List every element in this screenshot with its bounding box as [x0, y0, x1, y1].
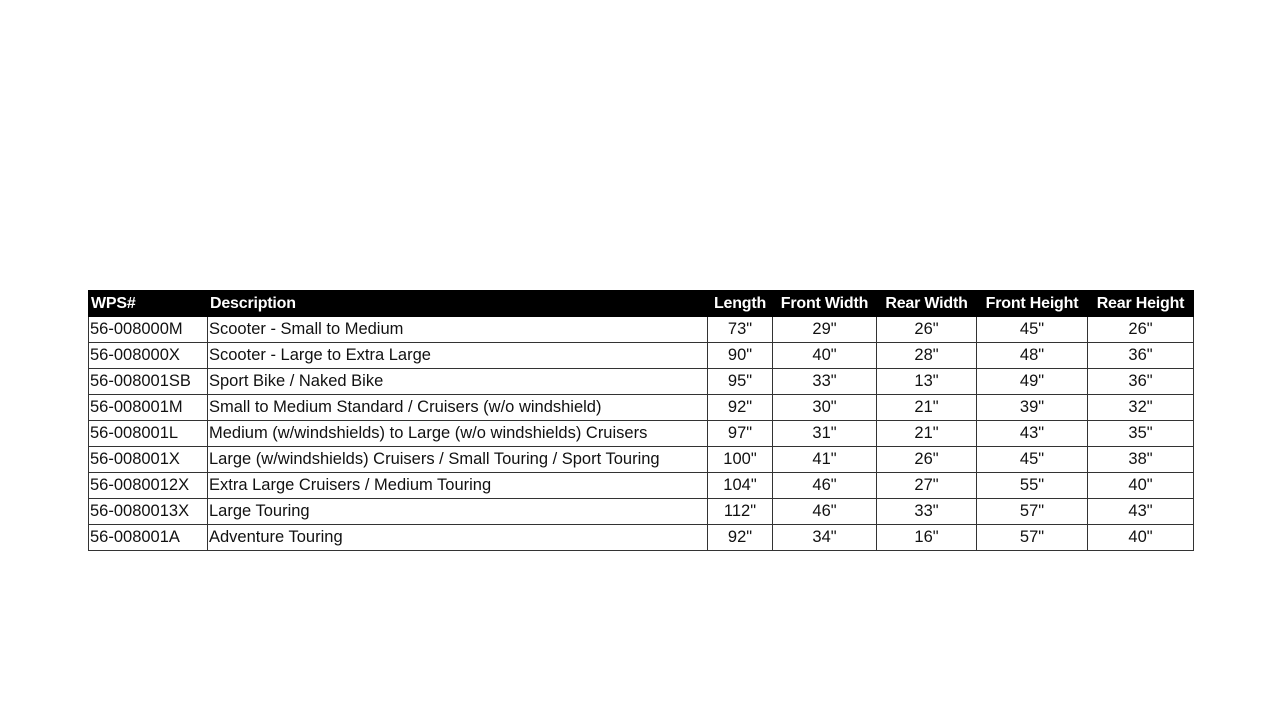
table-row: 56-008000M Scooter - Small to Medium 73" 29…	[88, 316, 1194, 343]
rear-height-cell: 36"	[1087, 342, 1194, 369]
header-rear-width: Rear Width	[876, 290, 977, 317]
wps-cell: 56-008001L	[88, 420, 208, 447]
front-height-cell: 57"	[976, 498, 1088, 525]
rear-width-cell: 27"	[876, 472, 977, 499]
header-front-width: Front Width	[772, 290, 877, 317]
table-row: 56-008001A Adventure Touring 92" 34" 16" 57" 4…	[88, 524, 1194, 551]
front-height-cell: 45"	[976, 446, 1088, 473]
table-row: 56-008000X Scooter - Large to Extra Large…	[88, 342, 1194, 369]
front-width-cell: 29"	[772, 316, 877, 343]
table-row: 56-008001X Large (w/windshields) Cruisers…	[88, 446, 1194, 473]
wps-cell: 56-008000X	[88, 342, 208, 369]
front-width-cell: 33"	[772, 368, 877, 395]
table-row: 56-008001M Small to Medium Standard / Cru…	[88, 394, 1194, 421]
length-cell: 104"	[707, 472, 773, 499]
wps-cell: 56-008001A	[88, 524, 208, 551]
table-row: 56-0080013X Large Touring 112" 46" 33" 57" 43"	[88, 498, 1194, 525]
length-cell: 97"	[707, 420, 773, 447]
front-width-cell: 41"	[772, 446, 877, 473]
header-wps: WPS#	[88, 290, 208, 317]
rear-width-cell: 28"	[876, 342, 977, 369]
front-width-cell: 46"	[772, 498, 877, 525]
length-cell: 92"	[707, 524, 773, 551]
table-row: 56-008001SB Sport Bike / Naked Bike 95" 33"…	[88, 368, 1194, 395]
front-width-cell: 46"	[772, 472, 877, 499]
rear-height-cell: 38"	[1087, 446, 1194, 473]
length-cell: 92"	[707, 394, 773, 421]
rear-width-cell: 26"	[876, 446, 977, 473]
description-cell: Large Touring	[207, 498, 708, 525]
header-row: WPS# Description Length Front Width Rear…	[88, 290, 1194, 317]
wps-cell: 56-008001SB	[88, 368, 208, 395]
length-cell: 95"	[707, 368, 773, 395]
front-width-cell: 31"	[772, 420, 877, 447]
header-rear-height: Rear Height	[1087, 290, 1194, 317]
rear-height-cell: 35"	[1087, 420, 1194, 447]
rear-height-cell: 43"	[1087, 498, 1194, 525]
rear-height-cell: 36"	[1087, 368, 1194, 395]
rear-width-cell: 33"	[876, 498, 977, 525]
rear-width-cell: 21"	[876, 420, 977, 447]
front-width-cell: 34"	[772, 524, 877, 551]
front-height-cell: 45"	[976, 316, 1088, 343]
front-height-cell: 48"	[976, 342, 1088, 369]
description-cell: Sport Bike / Naked Bike	[207, 368, 708, 395]
wps-cell: 56-008001M	[88, 394, 208, 421]
description-cell: Small to Medium Standard / Cruisers (w/o…	[207, 394, 708, 421]
rear-width-cell: 16"	[876, 524, 977, 551]
wps-cell: 56-0080013X	[88, 498, 208, 525]
rear-width-cell: 26"	[876, 316, 977, 343]
description-cell: Adventure Touring	[207, 524, 708, 551]
front-height-cell: 43"	[976, 420, 1088, 447]
length-cell: 73"	[707, 316, 773, 343]
rear-height-cell: 26"	[1087, 316, 1194, 343]
front-height-cell: 57"	[976, 524, 1088, 551]
front-height-cell: 39"	[976, 394, 1088, 421]
header-length: Length	[707, 290, 773, 317]
description-cell: Extra Large Cruisers / Medium Touring	[207, 472, 708, 499]
length-cell: 112"	[707, 498, 773, 525]
rear-width-cell: 21"	[876, 394, 977, 421]
front-height-cell: 55"	[976, 472, 1088, 499]
rear-height-cell: 40"	[1087, 472, 1194, 499]
front-width-cell: 30"	[772, 394, 877, 421]
description-cell: Large (w/windshields) Cruisers / Small T…	[207, 446, 708, 473]
rear-height-cell: 32"	[1087, 394, 1194, 421]
wps-cell: 56-0080012X	[88, 472, 208, 499]
front-height-cell: 49"	[976, 368, 1088, 395]
wps-cell: 56-008000M	[88, 316, 208, 343]
header-description: Description	[207, 290, 708, 317]
cover-size-table: WPS# Description Length Front Width Rear…	[88, 290, 1194, 551]
wps-cell: 56-008001X	[88, 446, 208, 473]
rear-width-cell: 13"	[876, 368, 977, 395]
table-row: 56-0080012X Extra Large Cruisers / Medium…	[88, 472, 1194, 499]
table-body: 56-008000M Scooter - Small to Medium 73" 29…	[88, 316, 1194, 551]
table-row: 56-008001L Medium (w/windshields) to Larg…	[88, 420, 1194, 447]
length-cell: 100"	[707, 446, 773, 473]
header-front-height: Front Height	[976, 290, 1088, 317]
rear-height-cell: 40"	[1087, 524, 1194, 551]
description-cell: Scooter - Large to Extra Large	[207, 342, 708, 369]
description-cell: Medium (w/windshields) to Large (w/o win…	[207, 420, 708, 447]
front-width-cell: 40"	[772, 342, 877, 369]
length-cell: 90"	[707, 342, 773, 369]
description-cell: Scooter - Small to Medium	[207, 316, 708, 343]
